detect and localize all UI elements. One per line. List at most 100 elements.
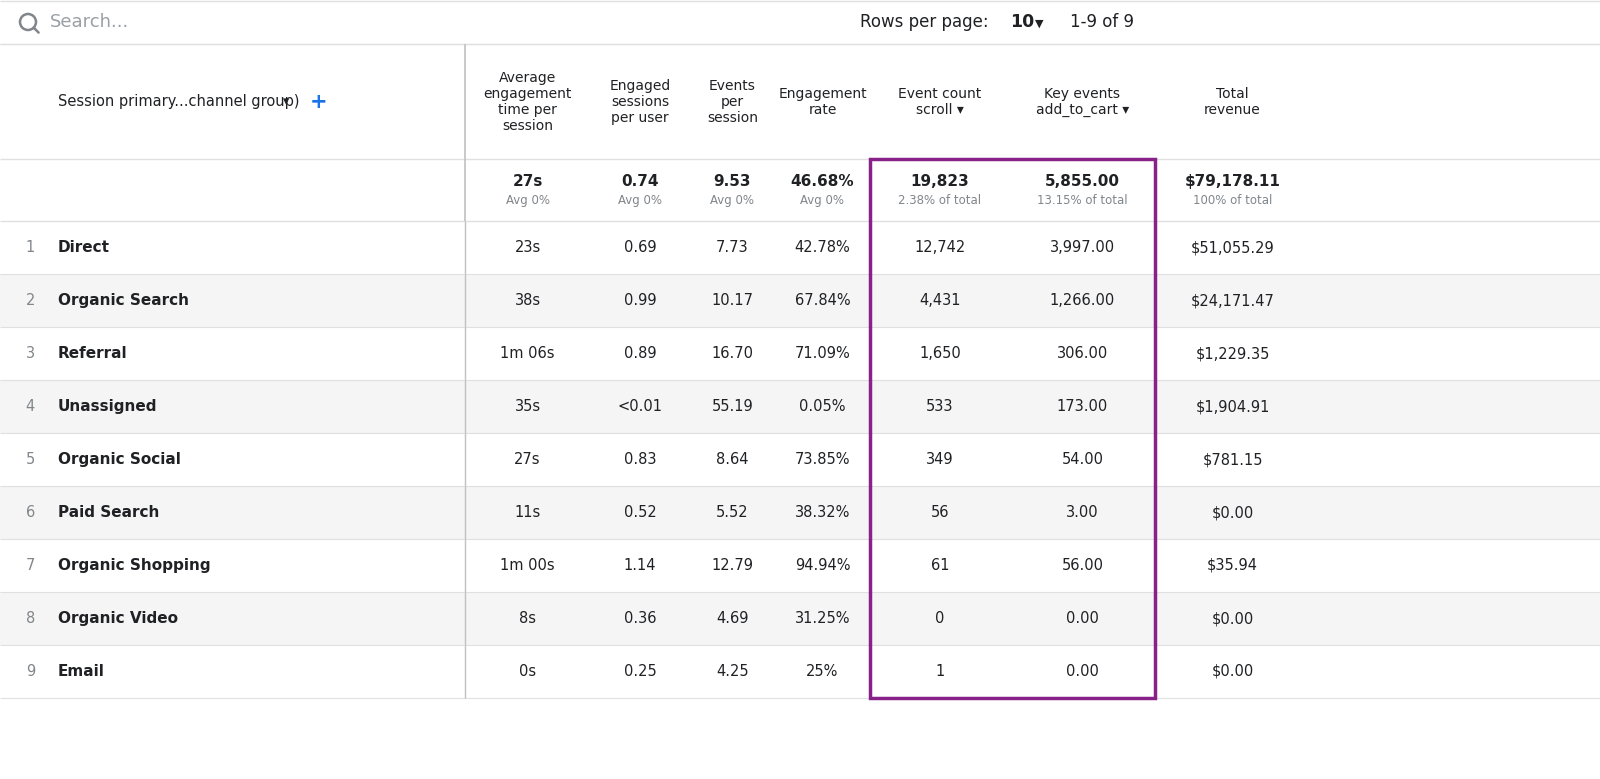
Text: 46.68%: 46.68% <box>790 174 854 189</box>
Text: Average: Average <box>499 71 557 84</box>
Text: $35.94: $35.94 <box>1206 558 1258 573</box>
Text: 100% of total: 100% of total <box>1194 193 1272 206</box>
Text: Unassigned: Unassigned <box>58 399 157 414</box>
Text: Event count: Event count <box>898 86 982 100</box>
Text: 0s: 0s <box>518 664 536 679</box>
Text: 0.00: 0.00 <box>1066 611 1099 626</box>
Text: 3: 3 <box>26 346 35 361</box>
Text: 306.00: 306.00 <box>1058 346 1109 361</box>
Text: 8.64: 8.64 <box>717 452 749 467</box>
Text: 23s: 23s <box>514 240 541 255</box>
Text: 13.15% of total: 13.15% of total <box>1037 193 1128 206</box>
Text: Organic Social: Organic Social <box>58 452 181 467</box>
Text: 31.25%: 31.25% <box>795 611 850 626</box>
Text: Key events: Key events <box>1045 86 1120 100</box>
Text: 4.69: 4.69 <box>717 611 749 626</box>
Text: per: per <box>722 94 744 108</box>
Text: 1-9 of 9: 1-9 of 9 <box>1070 13 1134 31</box>
Text: <0.01: <0.01 <box>618 399 662 414</box>
Text: 42.78%: 42.78% <box>795 240 850 255</box>
Text: 0.00: 0.00 <box>1066 664 1099 679</box>
Text: 6: 6 <box>26 505 35 520</box>
Text: Events: Events <box>709 79 755 93</box>
Text: 8s: 8s <box>518 611 536 626</box>
Text: 4,431: 4,431 <box>920 293 960 308</box>
Text: 38.32%: 38.32% <box>795 505 850 520</box>
Text: 0.36: 0.36 <box>624 611 656 626</box>
Text: 11s: 11s <box>514 505 541 520</box>
Text: 1: 1 <box>26 240 35 255</box>
Text: 349: 349 <box>926 452 954 467</box>
Text: 1.14: 1.14 <box>624 558 656 573</box>
Text: 56.00: 56.00 <box>1061 558 1104 573</box>
Text: $51,055.29: $51,055.29 <box>1190 240 1274 255</box>
Text: 27s: 27s <box>514 452 541 467</box>
Text: 4.25: 4.25 <box>717 664 749 679</box>
Text: Organic Video: Organic Video <box>58 611 178 626</box>
Text: 4: 4 <box>26 399 35 414</box>
Text: 1: 1 <box>936 664 944 679</box>
Text: $1,904.91: $1,904.91 <box>1195 399 1270 414</box>
Text: Search...: Search... <box>50 13 130 31</box>
Bar <box>0 159 1600 221</box>
Text: ▾: ▾ <box>283 95 290 108</box>
Text: 0: 0 <box>936 611 944 626</box>
Text: 61: 61 <box>931 558 949 573</box>
Text: 2.38% of total: 2.38% of total <box>899 193 981 206</box>
Text: 55.19: 55.19 <box>712 399 754 414</box>
Bar <box>0 327 1600 380</box>
Text: 67.84%: 67.84% <box>795 293 850 308</box>
Text: 9.53: 9.53 <box>714 174 752 189</box>
Text: Rows per page:: Rows per page: <box>861 13 989 31</box>
Text: 1,266.00: 1,266.00 <box>1050 293 1115 308</box>
Text: $0.00: $0.00 <box>1211 611 1254 626</box>
Text: Avg 0%: Avg 0% <box>618 193 662 206</box>
Text: session: session <box>502 118 554 132</box>
Text: 27s: 27s <box>512 174 542 189</box>
Text: 12.79: 12.79 <box>712 558 754 573</box>
Text: rate: rate <box>808 103 837 117</box>
Text: 35s: 35s <box>515 399 541 414</box>
Text: 56: 56 <box>931 505 949 520</box>
Bar <box>0 44 1600 159</box>
Text: 2: 2 <box>26 293 35 308</box>
Text: 1m 00s: 1m 00s <box>501 558 555 573</box>
Text: 12,742: 12,742 <box>914 240 966 255</box>
Text: 0.74: 0.74 <box>621 174 659 189</box>
Text: 3.00: 3.00 <box>1066 505 1099 520</box>
Text: Direct: Direct <box>58 240 110 255</box>
Text: Session primary...channel group): Session primary...channel group) <box>58 94 299 109</box>
Text: 173.00: 173.00 <box>1058 399 1109 414</box>
Text: 533: 533 <box>926 399 954 414</box>
Text: 0.52: 0.52 <box>624 505 656 520</box>
Text: 38s: 38s <box>515 293 541 308</box>
Text: $1,229.35: $1,229.35 <box>1195 346 1270 361</box>
Bar <box>0 274 1600 327</box>
Text: $0.00: $0.00 <box>1211 664 1254 679</box>
Text: +: + <box>310 91 328 111</box>
Bar <box>0 221 1600 274</box>
Text: ▼: ▼ <box>1035 19 1043 29</box>
Text: Avg 0%: Avg 0% <box>800 193 845 206</box>
Text: scroll ▾: scroll ▾ <box>917 103 963 117</box>
Text: $24,171.47: $24,171.47 <box>1190 293 1275 308</box>
Text: Total: Total <box>1216 86 1250 100</box>
Text: revenue: revenue <box>1205 103 1261 117</box>
Text: 0.69: 0.69 <box>624 240 656 255</box>
Text: session: session <box>707 111 758 125</box>
Text: 1m 06s: 1m 06s <box>501 346 555 361</box>
Text: 8: 8 <box>26 611 35 626</box>
Bar <box>0 592 1600 645</box>
Text: time per: time per <box>498 103 557 117</box>
Text: 10: 10 <box>1010 13 1034 31</box>
Text: 7: 7 <box>26 558 35 573</box>
Text: 5.52: 5.52 <box>717 505 749 520</box>
Text: 0.05%: 0.05% <box>800 399 846 414</box>
Bar <box>0 433 1600 486</box>
Bar <box>0 645 1600 698</box>
Text: 10.17: 10.17 <box>712 293 754 308</box>
Text: 0.99: 0.99 <box>624 293 656 308</box>
Text: 1,650: 1,650 <box>918 346 962 361</box>
Text: per user: per user <box>611 111 669 125</box>
Text: Referral: Referral <box>58 346 128 361</box>
